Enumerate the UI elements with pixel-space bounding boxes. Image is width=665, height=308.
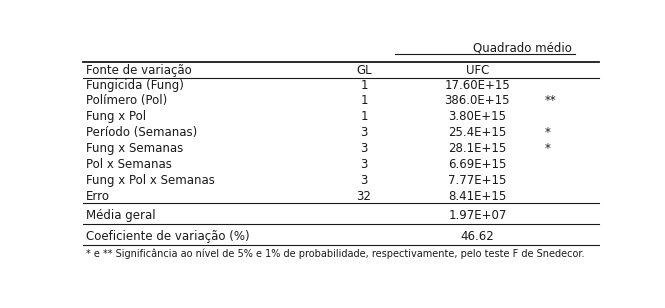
Text: 7.77E+15: 7.77E+15	[448, 174, 507, 187]
Text: 32: 32	[356, 190, 372, 203]
Text: 8.41E+15: 8.41E+15	[448, 190, 507, 203]
Text: **: **	[545, 95, 556, 107]
Text: 3: 3	[360, 126, 368, 139]
Text: Quadrado médio: Quadrado médio	[473, 41, 572, 54]
Text: 386.0E+15: 386.0E+15	[445, 95, 510, 107]
Text: Pol x Semanas: Pol x Semanas	[86, 158, 172, 171]
Text: 17.60E+15: 17.60E+15	[444, 79, 510, 91]
Text: GL: GL	[356, 64, 372, 77]
Text: 1: 1	[360, 110, 368, 124]
Text: Fung x Pol: Fung x Pol	[86, 110, 146, 124]
Text: *: *	[545, 126, 550, 139]
Text: 1.97E+07: 1.97E+07	[448, 209, 507, 222]
Text: 3.80E+15: 3.80E+15	[448, 110, 506, 124]
Text: *: *	[545, 142, 550, 155]
Text: Fung x Semanas: Fung x Semanas	[86, 142, 183, 155]
Text: Fungicida (Fung): Fungicida (Fung)	[86, 79, 184, 91]
Text: UFC: UFC	[465, 64, 489, 77]
Text: 46.62: 46.62	[460, 229, 494, 243]
Text: Fung x Pol x Semanas: Fung x Pol x Semanas	[86, 174, 215, 187]
Text: Coeficiente de variação (%): Coeficiente de variação (%)	[86, 229, 249, 243]
Text: 25.4E+15: 25.4E+15	[448, 126, 507, 139]
Text: Período (Semanas): Período (Semanas)	[86, 126, 197, 139]
Text: Erro: Erro	[86, 190, 110, 203]
Text: Fonte de variação: Fonte de variação	[86, 64, 192, 77]
Text: 1: 1	[360, 79, 368, 91]
Text: Média geral: Média geral	[86, 209, 156, 222]
Text: 3: 3	[360, 158, 368, 171]
Text: 3: 3	[360, 174, 368, 187]
Text: 3: 3	[360, 142, 368, 155]
Text: 6.69E+15: 6.69E+15	[448, 158, 507, 171]
Text: Polímero (Pol): Polímero (Pol)	[86, 95, 167, 107]
Text: 28.1E+15: 28.1E+15	[448, 142, 507, 155]
Text: 1: 1	[360, 95, 368, 107]
Text: * e ** Significância ao nível de 5% e 1% de probabilidade, respectivamente, pelo: * e ** Significância ao nível de 5% e 1%…	[86, 248, 584, 259]
